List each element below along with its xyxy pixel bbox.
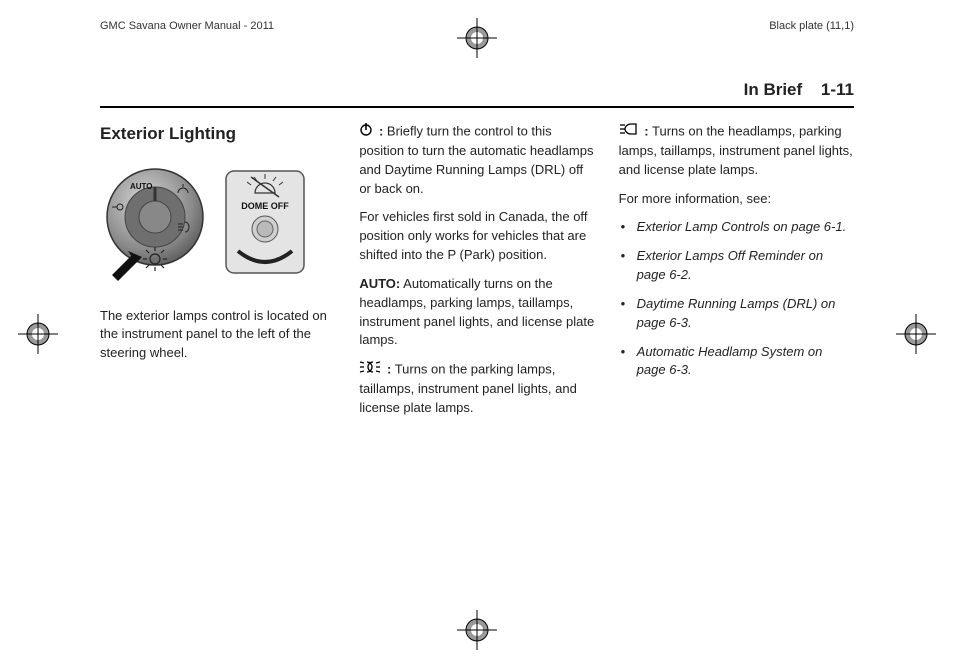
col3-p1-text: Turns on the headlamps, parking lamps, t…	[619, 123, 853, 176]
colon-2: :	[387, 362, 391, 377]
column-3: : Turns on the headlamps, parking lamps,…	[619, 122, 854, 428]
headlamps-icon	[619, 122, 639, 142]
svg-text:DOME OFF: DOME OFF	[241, 201, 289, 211]
list-item: Daytime Running Lamps (DRL) on page 6-3.	[619, 295, 854, 333]
list-item: Exterior Lamps Off Reminder on page 6-2.	[619, 247, 854, 285]
col1-paragraph-1: The exterior lamps control is located on…	[100, 307, 335, 364]
col2-paragraph-4: : Turns on the parking lamps, taillamps,…	[359, 360, 594, 418]
manual-title: GMC Savana Owner Manual - 2011	[100, 20, 274, 32]
page-number: 1-11	[821, 80, 854, 99]
svg-text:AUTO: AUTO	[130, 182, 153, 191]
column-2: : Briefly turn the control to this posit…	[359, 122, 594, 428]
auto-label: AUTO:	[359, 276, 400, 291]
col3-paragraph-2: For more information, see:	[619, 190, 854, 209]
column-1: Exterior Lighting AU	[100, 122, 335, 428]
parking-lamps-icon	[359, 360, 381, 380]
col3-paragraph-1: : Turns on the headlamps, parking lamps,…	[619, 122, 854, 180]
col2-paragraph-1: : Briefly turn the control to this posit…	[359, 122, 594, 198]
top-meta: GMC Savana Owner Manual - 2011 Black pla…	[100, 20, 854, 32]
power-icon	[359, 122, 373, 142]
section-name: In Brief	[744, 80, 803, 99]
col2-p1-text: Briefly turn the control to this positio…	[359, 123, 593, 195]
col2-paragraph-3: AUTO: Automatically turns on the headlam…	[359, 275, 594, 350]
crop-mark-left	[18, 314, 58, 354]
col2-p4-text: Turns on the parking lamps, taillamps, i…	[359, 362, 577, 415]
section-title: Exterior Lighting	[100, 122, 335, 147]
col2-paragraph-2: For vehicles first sold in Canada, the o…	[359, 208, 594, 265]
colon-1: :	[379, 123, 383, 138]
page-header: In Brief 1-11	[100, 80, 854, 108]
crop-mark-right	[896, 314, 936, 354]
list-item: Automatic Headlamp System on page 6-3.	[619, 343, 854, 381]
plate-info: Black plate (11,1)	[769, 20, 854, 32]
list-item: Exterior Lamp Controls on page 6-1.	[619, 218, 854, 237]
content-area: Exterior Lighting AU	[100, 122, 854, 428]
lamp-knob-illustration: AUTO	[100, 167, 210, 277]
lighting-control-figure: AUTO	[100, 167, 335, 277]
colon-3: :	[644, 123, 648, 138]
crop-mark-bottom	[457, 610, 497, 650]
reference-list: Exterior Lamp Controls on page 6-1. Exte…	[619, 218, 854, 380]
dome-off-illustration: DOME OFF	[224, 167, 306, 277]
